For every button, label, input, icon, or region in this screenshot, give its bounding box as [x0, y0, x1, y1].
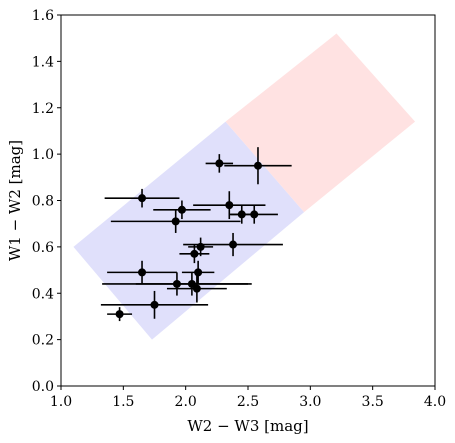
data-point [171, 217, 180, 226]
data-point [150, 300, 159, 309]
region-0 [73, 121, 305, 340]
y-tick-label: 0.8 [32, 194, 54, 210]
x-tick-label: 2.0 [175, 394, 197, 410]
y-tick-label: 1.4 [32, 54, 54, 70]
data-point [138, 194, 147, 203]
x-tick-label: 3.5 [362, 394, 384, 410]
y-tick-label: 0.6 [32, 240, 54, 256]
data-point [250, 210, 259, 219]
x-tick-label: 1.5 [112, 394, 134, 410]
x-tick-label: 4.0 [424, 394, 446, 410]
y-tick-label: 1.6 [32, 8, 54, 24]
y-tick-label: 1.0 [32, 147, 54, 163]
data-point [192, 284, 201, 293]
y-tick-label: 0.0 [32, 379, 54, 395]
x-tick-label: 2.5 [237, 394, 259, 410]
data-point [253, 161, 262, 170]
data-point [229, 240, 238, 249]
y-axis: 0.0 0.2 0.4 0.6 0.8 1.0 1.2 1.4 1.6 [32, 8, 61, 395]
region-1 [225, 33, 416, 213]
y-tick-label: 0.4 [32, 286, 54, 302]
data-point [190, 249, 199, 258]
y-tick-label: 1.2 [32, 101, 54, 117]
y-tick-label: 0.2 [32, 333, 54, 349]
x-tick-label: 1.0 [50, 394, 72, 410]
x-tick-label: 3.0 [299, 394, 321, 410]
x-axis: 1.0 1.5 2.0 2.5 3.0 3.5 4.0 [50, 386, 446, 410]
color-region-group [73, 33, 416, 340]
data-point [215, 159, 224, 168]
y-axis-label: W1 − W2 [mag] [6, 140, 24, 261]
data-point [196, 242, 205, 251]
data-point [237, 210, 246, 219]
x-axis-label: W2 − W3 [mag] [187, 417, 308, 435]
data-point-group [115, 159, 262, 319]
data-point [172, 279, 181, 288]
data-point [138, 268, 147, 277]
data-point [115, 310, 124, 319]
data-point [194, 268, 203, 277]
data-point [177, 205, 186, 214]
data-point [225, 201, 234, 210]
